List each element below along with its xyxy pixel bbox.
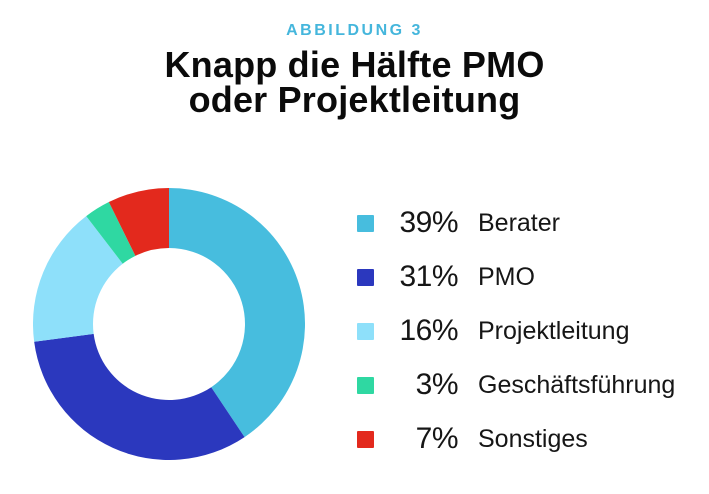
- legend-item: 39% Berater: [357, 196, 675, 250]
- legend-percent: 16%: [399, 314, 458, 347]
- donut-slice-pmo: [34, 333, 245, 460]
- legend-item: 7% Sonstiges: [357, 412, 675, 466]
- legend-swatch: [357, 268, 374, 286]
- donut-slice-projektleitung: [33, 216, 123, 342]
- figure-number-label: ABBILDUNG 3: [286, 22, 423, 39]
- legend-label: Sonstiges: [478, 424, 588, 453]
- page-title: Knapp die Hälfte PMO oder Projektleitung: [164, 44, 545, 120]
- legend-percent: 7%: [415, 422, 459, 455]
- chart-legend: 39% Berater 31% PMO 16% Projektleitung 3…: [357, 196, 675, 466]
- legend-percent: 39%: [399, 206, 458, 239]
- legend-item: 3% Geschäftsführung: [357, 358, 675, 412]
- donut-svg: [33, 188, 305, 460]
- legend-swatch: [357, 430, 374, 448]
- donut-slice-sonstiges: [108, 188, 169, 256]
- legend-item: 16% Projektleitung: [357, 304, 675, 358]
- legend-item: 31% PMO: [357, 250, 675, 304]
- legend-label: PMO: [478, 262, 535, 291]
- legend-label: Projektleitung: [478, 316, 630, 345]
- donut-chart: [33, 188, 305, 460]
- legend-label: Berater: [478, 208, 560, 237]
- legend-swatch: [357, 376, 374, 394]
- legend-percent: 3%: [415, 368, 459, 401]
- donut-slice-berater: [169, 188, 305, 438]
- legend-percent: 31%: [399, 260, 458, 293]
- legend-swatch: [357, 322, 374, 340]
- legend-swatch: [357, 214, 374, 232]
- legend-label: Geschäftsführung: [478, 370, 676, 399]
- donut-slice-geschäftsführung: [86, 202, 136, 264]
